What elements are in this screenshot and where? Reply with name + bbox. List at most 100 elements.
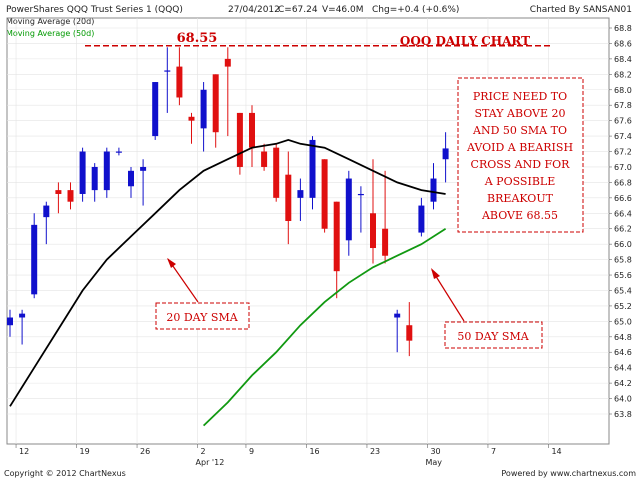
- candle: [140, 159, 147, 206]
- sma50-label: 50 DAY SMA: [457, 330, 529, 343]
- candle: [55, 182, 62, 214]
- month-label: May: [425, 458, 442, 467]
- candle-body: [321, 159, 328, 229]
- candle: [19, 309, 26, 345]
- candle: [31, 213, 38, 299]
- legend-sma50: Moving Average (50d): [6, 29, 94, 38]
- candle-body: [394, 313, 401, 318]
- candle: [67, 182, 74, 210]
- note-line: AVOID A BEARISH: [466, 141, 573, 154]
- candle: [261, 143, 268, 171]
- candle-body: [200, 89, 207, 129]
- x-axis: 12 19 26 2 9 16 23 30 7 14 Apr '12 May: [15, 444, 562, 467]
- candle-body: [79, 151, 86, 194]
- y-tick-label: 68.6: [614, 39, 632, 48]
- candle-body: [176, 66, 183, 98]
- candle: [188, 112, 195, 144]
- header-date: 27/04/2012: [228, 5, 280, 15]
- sma20-arrowhead: [167, 258, 176, 268]
- legend-sma20: Moving Average (20d): [6, 17, 94, 26]
- candle: [345, 170, 352, 256]
- candle: [79, 147, 86, 202]
- candle-body: [7, 317, 13, 326]
- x-tick-label: 14: [551, 447, 561, 456]
- charted-by: Charted By SANSAN01: [530, 5, 632, 15]
- candle-body: [188, 116, 195, 121]
- candle: [357, 186, 364, 233]
- x-tick-label: 26: [140, 447, 150, 456]
- y-tick-label: 64.4: [614, 364, 632, 373]
- sma20-label: 20 DAY SMA: [166, 311, 238, 324]
- y-tick-label: 66.8: [614, 178, 632, 187]
- copyright: Copyright © 2012 ChartNexus: [4, 469, 126, 478]
- header-change: Chg=+0.4 (+0.6%): [372, 5, 459, 15]
- candle: [91, 163, 98, 202]
- candle-body: [309, 139, 316, 198]
- y-tick-label: 64.0: [614, 395, 632, 404]
- candle-body: [212, 74, 219, 133]
- note-line: ABOVE 68.55: [481, 209, 558, 222]
- candle-body: [382, 228, 389, 256]
- header-volume: V=46.0M: [322, 5, 364, 15]
- candle-body: [297, 190, 304, 198]
- resistance-label: 68.55: [177, 31, 218, 46]
- x-tick-label: 7: [491, 447, 496, 456]
- y-tick-label: 66.0: [614, 240, 632, 249]
- candle: [321, 159, 328, 233]
- y-tick-label: 65.8: [614, 256, 632, 265]
- candle-body: [236, 112, 243, 167]
- x-tick-label: 30: [430, 447, 440, 456]
- candle: [406, 302, 413, 357]
- candle: [370, 159, 376, 264]
- candle: [7, 309, 13, 337]
- candle: [236, 112, 243, 175]
- x-tick-label: 9: [249, 447, 254, 456]
- note-line: CROSS AND FOR: [471, 158, 571, 171]
- candle-body: [115, 151, 122, 153]
- y-tick-label: 66.2: [614, 225, 632, 234]
- sma20-label-box: [155, 302, 250, 330]
- candle: [103, 147, 110, 198]
- candle-body: [31, 224, 38, 295]
- month-label: Apr '12: [196, 458, 225, 467]
- candle-body: [406, 325, 413, 341]
- candle: [115, 147, 122, 156]
- candle: [418, 197, 425, 237]
- candle-body: [273, 147, 280, 198]
- candle-body: [224, 58, 231, 67]
- candle-body: [91, 166, 98, 191]
- candle: [212, 74, 219, 148]
- candle-body: [285, 174, 292, 221]
- candles: [7, 47, 449, 357]
- candle-body: [19, 313, 26, 318]
- sma50-arrow: [431, 269, 465, 322]
- note-line: A POSSIBLE: [484, 175, 556, 188]
- y-tick-label: 68.4: [614, 55, 632, 64]
- y-tick-label: 64.8: [614, 333, 632, 342]
- y-tick-label: 65.2: [614, 302, 632, 311]
- x-tick-label: 2: [201, 447, 206, 456]
- candle-body: [345, 178, 352, 241]
- candle-body: [152, 82, 159, 137]
- candle-body: [140, 166, 147, 171]
- y-tick-label: 68.8: [614, 24, 632, 33]
- candle-body: [333, 201, 340, 272]
- y-tick-label: 67.6: [614, 117, 632, 126]
- candle: [43, 201, 50, 245]
- y-tick-label: 68.2: [614, 70, 632, 79]
- candle: [152, 82, 159, 140]
- sma50-arrowhead: [431, 268, 440, 279]
- candle: [394, 309, 401, 353]
- plot-frame: [6, 17, 610, 445]
- y-tick-label: 63.8: [614, 410, 632, 419]
- y-tick-label: 67.4: [614, 132, 632, 141]
- y-tick-label: 64.6: [614, 348, 632, 357]
- y-axis: 63.8 64.0 64.2 64.4 64.6 64.8 65.0 65.2 65.4 65.6…: [609, 24, 632, 419]
- note-line: AND 50 SMA TO: [472, 124, 567, 137]
- y-tick-label: 64.2: [614, 379, 632, 388]
- sma20-line: [9, 138, 446, 407]
- note-line: STAY ABOVE 20: [474, 107, 565, 120]
- instrument-title: PowerShares QQQ Trust Series 1 (QQQ): [6, 5, 183, 15]
- candle: [200, 82, 207, 152]
